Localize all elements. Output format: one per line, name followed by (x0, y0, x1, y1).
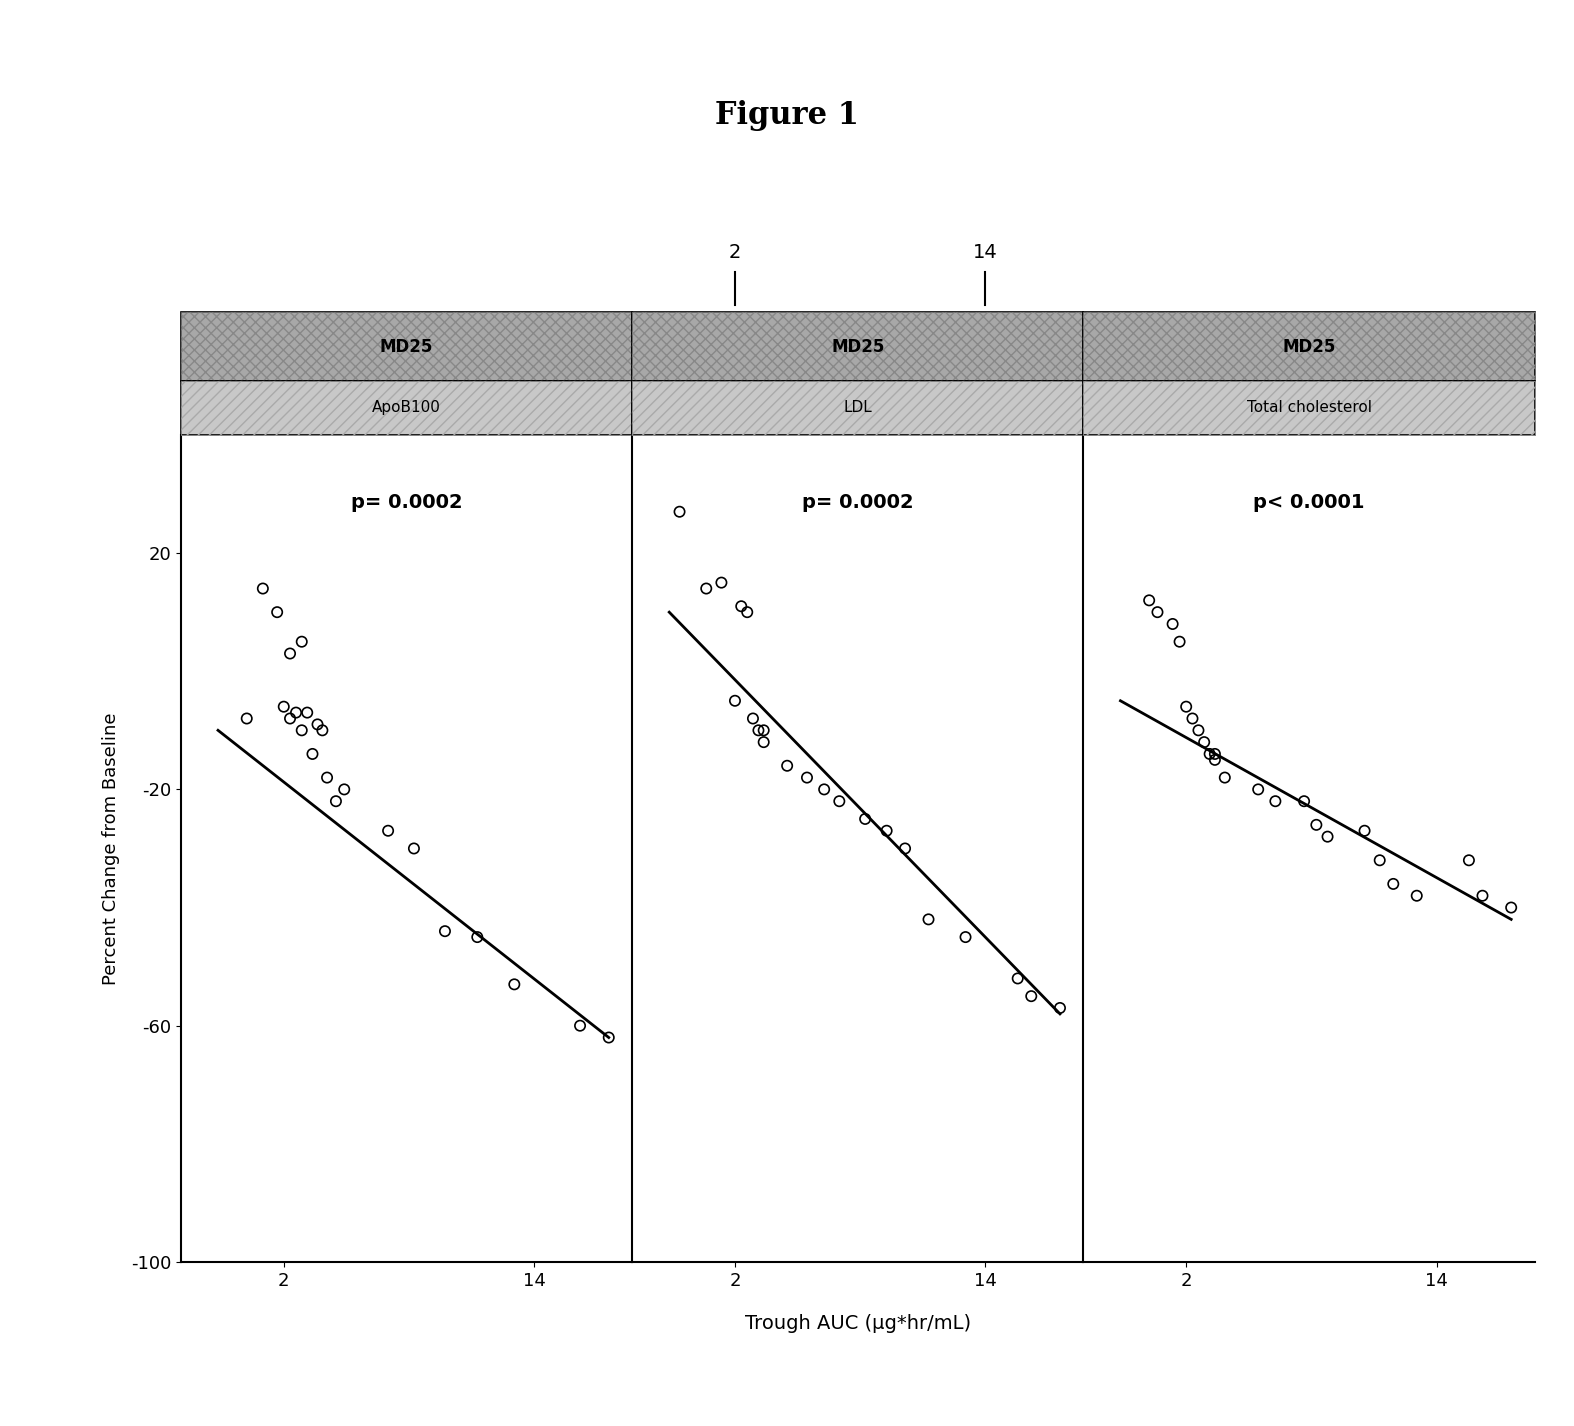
Point (1262, 790, 1288, 813)
Point (376, 820, 401, 843)
Point (729, 595, 754, 617)
Text: LDL: LDL (844, 401, 872, 415)
Point (722, 689, 748, 712)
Point (290, 630, 315, 653)
Point (1192, 730, 1217, 753)
Point (735, 600, 760, 623)
Point (740, 707, 765, 730)
Point (323, 790, 348, 813)
Point (1292, 790, 1317, 813)
Text: MD25: MD25 (831, 338, 885, 355)
Text: p< 0.0001: p< 0.0001 (1253, 493, 1365, 512)
Point (235, 707, 260, 730)
Point (1245, 779, 1270, 801)
Point (1498, 896, 1524, 918)
Point (264, 600, 290, 623)
Text: ApoB100: ApoB100 (371, 401, 441, 415)
Text: MD25: MD25 (1283, 338, 1336, 355)
Point (774, 754, 800, 777)
Point (1456, 848, 1481, 871)
Text: Figure 1: Figure 1 (715, 100, 859, 131)
Point (301, 743, 326, 766)
Point (916, 908, 941, 931)
Text: p= 0.0002: p= 0.0002 (351, 493, 463, 512)
Point (401, 837, 427, 860)
Point (1212, 766, 1237, 789)
Point (310, 719, 335, 742)
Y-axis label: Percent Change from Baseline: Percent Change from Baseline (102, 712, 120, 985)
Text: 14: 14 (973, 244, 998, 262)
Text: MD25: MD25 (379, 338, 433, 355)
Point (795, 766, 820, 789)
Point (667, 501, 693, 523)
Point (464, 925, 490, 948)
Point (853, 807, 878, 830)
Point (1047, 997, 1072, 1020)
Point (502, 973, 527, 995)
Point (1018, 985, 1044, 1008)
Point (746, 719, 771, 742)
Point (568, 1014, 593, 1037)
Point (315, 766, 340, 789)
Point (597, 1027, 622, 1050)
Point (874, 820, 899, 843)
Point (250, 578, 275, 600)
Point (1006, 967, 1031, 990)
Point (751, 730, 776, 753)
Point (332, 779, 357, 801)
Point (283, 702, 309, 724)
Point (1166, 630, 1192, 653)
Point (1368, 848, 1393, 871)
Point (305, 713, 331, 736)
Point (1160, 613, 1185, 636)
Point (271, 696, 296, 719)
Point (1352, 820, 1377, 843)
Text: p= 0.0002: p= 0.0002 (803, 493, 913, 512)
Point (1314, 826, 1339, 848)
Point (892, 837, 918, 860)
Text: Trough AUC (μg*hr/mL): Trough AUC (μg*hr/mL) (745, 1315, 971, 1333)
Point (1144, 600, 1169, 623)
Point (1404, 884, 1429, 907)
Point (1180, 707, 1206, 730)
Point (826, 790, 852, 813)
Point (433, 920, 458, 943)
Point (708, 572, 733, 595)
Point (952, 925, 977, 948)
Point (751, 719, 776, 742)
Point (290, 719, 315, 742)
Text: 2: 2 (729, 244, 741, 262)
Point (294, 702, 320, 724)
Point (1136, 589, 1162, 612)
Point (1198, 743, 1223, 766)
Point (1303, 813, 1328, 836)
Point (694, 578, 719, 600)
Point (277, 707, 302, 730)
Point (1185, 719, 1210, 742)
Point (1380, 873, 1406, 896)
Point (1174, 696, 1199, 719)
Point (1203, 743, 1228, 766)
Point (1470, 884, 1495, 907)
Text: Total cholesterol: Total cholesterol (1247, 401, 1371, 415)
Point (277, 642, 302, 665)
Point (812, 779, 837, 801)
Point (1203, 749, 1228, 771)
